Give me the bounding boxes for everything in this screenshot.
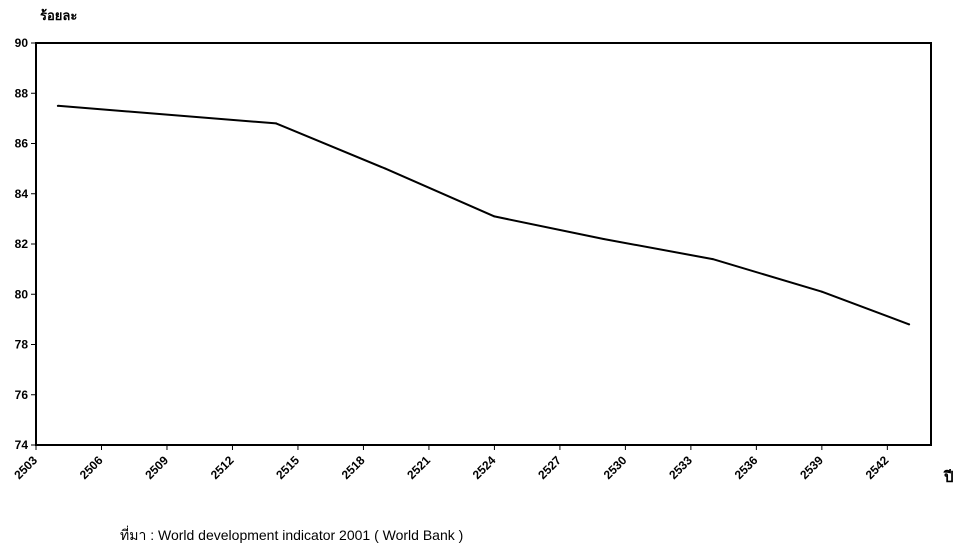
y-tick-label: 80 (15, 287, 29, 301)
x-tick-label: 2503 (11, 453, 40, 482)
data-point (602, 237, 605, 240)
data-point (384, 167, 387, 170)
y-tick-label: 74 (15, 438, 29, 452)
x-tick-label: 2536 (732, 453, 761, 482)
y-tick-label: 84 (15, 187, 29, 201)
x-tick-label: 2506 (77, 453, 106, 482)
x-tick-label: 2527 (535, 453, 564, 482)
y-tick-label: 88 (15, 86, 29, 100)
data-point (908, 323, 911, 326)
series-layer (56, 104, 911, 326)
x-tick-label: 2533 (666, 453, 695, 482)
data-point (275, 122, 278, 125)
data-point (56, 104, 59, 107)
x-axis: 2503 2506 2509 2512 2515 2518 2521 2524 2527 2530… (11, 445, 892, 482)
x-tick-label: 2515 (273, 453, 302, 482)
y-tick-label: 76 (15, 388, 29, 402)
x-tick-label: 2530 (601, 453, 630, 482)
y-axis: 74 76 78 80 82 84 86 88 90 (15, 36, 36, 452)
series-line (57, 104, 910, 326)
x-tick-label: 2542 (863, 453, 892, 482)
y-tick-label: 82 (15, 237, 29, 251)
x-tick-label: 2509 (142, 453, 171, 482)
x-tick-label: 2512 (208, 453, 237, 482)
x-axis-label: ปี (943, 468, 953, 486)
data-point (493, 215, 496, 218)
y-tick-label: 90 (15, 36, 29, 50)
source-note: ที่มา : World development indicator 2001… (120, 527, 464, 543)
x-tick-label: 2524 (470, 453, 499, 482)
plot-area-frame (35, 42, 932, 446)
data-point (711, 258, 714, 261)
x-tick-label: 2539 (797, 453, 826, 482)
x-tick-label: 2518 (339, 453, 368, 482)
y-axis-label: ร้อยละ (40, 8, 77, 24)
x-tick-label: 2521 (404, 453, 433, 482)
data-point (820, 290, 823, 293)
y-tick-label: 86 (15, 137, 29, 151)
y-tick-label: 78 (15, 338, 29, 352)
